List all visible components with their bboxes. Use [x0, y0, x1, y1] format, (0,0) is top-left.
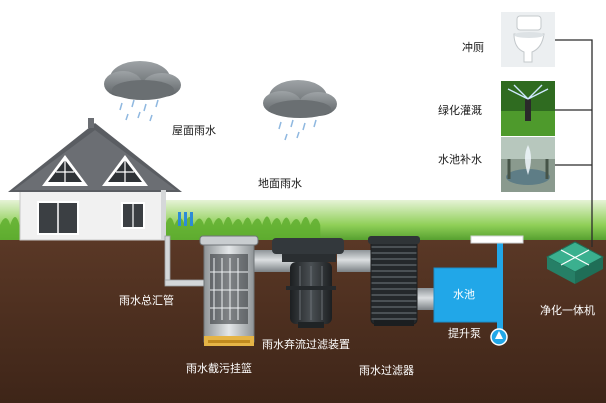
green-irrigation-label: 绿化灌溉 — [438, 104, 482, 117]
cloud-right — [263, 80, 337, 141]
roof-rain-label: 屋面雨水 — [172, 124, 216, 137]
purifier-label: 净化一体机 — [540, 304, 595, 317]
water-pool — [433, 235, 524, 339]
diversion-filter-device — [272, 238, 344, 328]
irrigation-photo — [501, 81, 555, 136]
ground-rain-label: 地面雨水 — [258, 177, 302, 190]
rain-filter-label: 雨水过滤器 — [359, 364, 414, 377]
diversion-filter-label: 雨水弃流过滤装置 — [262, 338, 350, 351]
main-pipe-label: 雨水总汇管 — [119, 294, 174, 307]
purifier-machine — [545, 241, 605, 284]
pipe-2 — [337, 250, 377, 272]
dirt-basket-label: 雨水截污挂篮 — [186, 362, 252, 375]
pool-refill-photo — [501, 137, 555, 192]
lift-pump — [490, 328, 508, 346]
pool-label: 水池 — [453, 288, 475, 301]
ground-inlet — [178, 212, 193, 226]
pool-refill-label: 水池补水 — [438, 153, 482, 166]
cloud-left — [104, 61, 181, 122]
distribution-lines — [555, 39, 593, 247]
rain-filter-unit — [368, 236, 420, 326]
lift-pump-label: 提升泵 — [448, 327, 481, 340]
toilet-photo — [501, 12, 555, 67]
basket-well — [199, 235, 259, 346]
flush-toilet-label: 冲厕 — [462, 41, 484, 54]
house — [8, 118, 182, 241]
